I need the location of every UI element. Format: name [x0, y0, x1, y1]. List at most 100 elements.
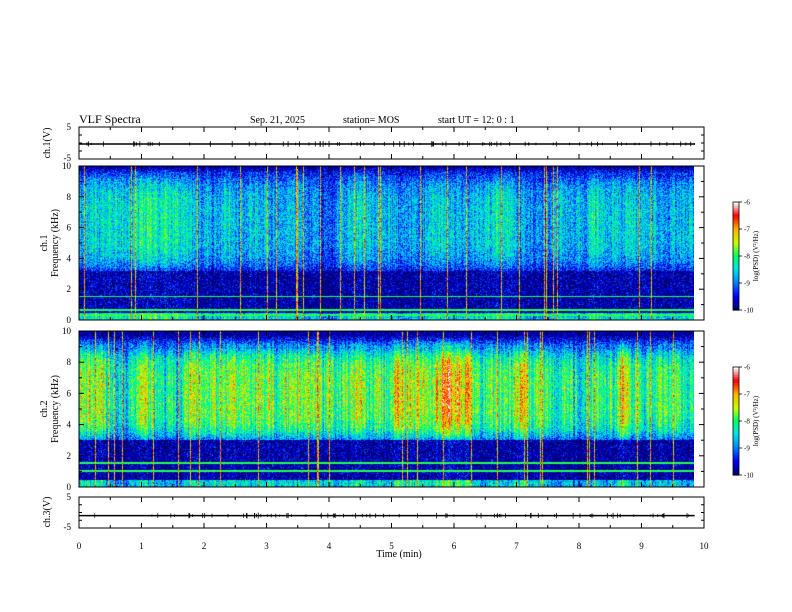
colorbar-swatch	[733, 244, 739, 247]
colorbar-tick-label: -10	[744, 307, 754, 315]
colorbar-swatch	[733, 210, 739, 213]
colorbar-swatch	[733, 401, 739, 404]
colorbar-swatch	[733, 230, 739, 233]
colorbar-swatch	[733, 222, 739, 225]
colorbar-tick-label: -8	[744, 418, 750, 426]
ch1-colorbar: -6 -7 -8 -9 -10 log(PSD) (V²/Hz)	[732, 199, 760, 315]
colorbar-swatch	[733, 216, 739, 219]
colorbar-swatch	[733, 377, 739, 380]
colorbar-swatch	[733, 397, 739, 400]
ch1-spectrogram-yticks: 0 2 4 6 8 10	[62, 161, 704, 325]
colorbar-swatch	[733, 409, 739, 412]
start-time-label: start UT = 12: 0 : 1	[438, 115, 515, 126]
colorbar-tick-label: -7	[744, 226, 750, 234]
colorbar-swatch	[733, 399, 739, 402]
colorbar-swatch	[733, 278, 739, 281]
ch2-spectrogram-ylabel-channel: ch.2	[39, 401, 50, 418]
colorbar-swatch	[733, 286, 739, 289]
colorbar-swatch	[733, 234, 739, 237]
colorbar-swatch	[733, 439, 739, 442]
colorbar-swatch	[733, 429, 739, 432]
ch2-spectrogram-image	[79, 331, 694, 487]
ch1-spectrogram-image	[79, 166, 694, 320]
colorbar-swatch	[733, 407, 739, 410]
colorbar-swatch	[733, 369, 739, 372]
ch1-ytick-top: 5	[67, 122, 72, 132]
y-tick-label: 10	[62, 161, 72, 171]
y-tick-label: 6	[67, 223, 72, 233]
y-tick-label: 10	[62, 326, 72, 336]
colorbar-swatch	[733, 206, 739, 209]
colorbar-swatch	[733, 224, 739, 227]
colorbar-swatch	[733, 373, 739, 376]
colorbar-swatch	[733, 453, 739, 456]
colorbar-swatch	[733, 276, 739, 279]
colorbar-swatch	[733, 202, 739, 205]
colorbar-swatch	[733, 280, 739, 283]
colorbar-swatch	[733, 212, 739, 215]
colorbar-swatch	[733, 471, 739, 474]
colorbar-swatch	[733, 296, 739, 299]
ch2-spectrogram-panel: 0 2 4 6 8 10 ch.2 Frequency (kHz) -6 -7 -8 -9 -10…	[39, 326, 760, 492]
colorbar-swatch	[733, 240, 739, 243]
time-axis-ticks	[78, 127, 705, 528]
colorbar-swatch	[733, 433, 739, 436]
y-tick-label: 0	[67, 315, 72, 325]
x-tick-label: 3	[264, 541, 269, 551]
colorbar-tick-label: -9	[744, 445, 750, 453]
colorbar-swatch	[733, 417, 739, 420]
ch1-voltage-panel: 5 -5 ch.1(V)	[42, 122, 705, 163]
ch3-ytick-top: 5	[67, 492, 72, 502]
ch1-ytick-bottom: -5	[64, 153, 72, 163]
colorbar-swatch	[733, 266, 739, 269]
colorbar-tick-label: -10	[744, 472, 754, 480]
colorbar-swatch	[733, 256, 739, 259]
colorbar-swatch	[733, 290, 739, 293]
time-axis-tick-labels: 0 1 2 3 4 5 6 7 8 9 10	[77, 541, 709, 551]
colorbar-swatch	[733, 264, 739, 267]
x-tick-label: 10	[700, 541, 710, 551]
colorbar-swatch	[733, 423, 739, 426]
colorbar-swatch	[733, 447, 739, 450]
colorbar-tick-label: -7	[744, 391, 750, 399]
colorbar-swatch	[733, 252, 739, 255]
colorbar-swatch	[733, 270, 739, 273]
colorbar-swatch	[733, 473, 739, 476]
x-tick-label: 7	[514, 541, 519, 551]
colorbar-tick-label: -6	[744, 364, 750, 372]
ch3-voltage-frame	[78, 496, 705, 529]
colorbar-swatch	[733, 208, 739, 211]
colorbar-swatch	[733, 260, 739, 263]
colorbar-swatch	[733, 419, 739, 422]
colorbar-swatch	[733, 379, 739, 382]
colorbar-swatch	[733, 427, 739, 430]
colorbar-swatch	[733, 306, 739, 309]
colorbar-swatch	[733, 288, 739, 291]
colorbar-swatch	[733, 435, 739, 438]
colorbar-swatch	[733, 367, 739, 370]
colorbar-swatch	[733, 467, 739, 470]
date-label: Sep. 21, 2025	[250, 115, 305, 126]
colorbar-swatch	[733, 391, 739, 394]
colorbar-swatch	[733, 218, 739, 221]
colorbar-swatch	[733, 214, 739, 217]
x-tick-label: 9	[639, 541, 644, 551]
colorbar-swatch	[733, 250, 739, 253]
y-tick-label: 2	[67, 451, 72, 461]
ch1-spectrogram-ylabel-channel: ch.1	[39, 235, 50, 252]
colorbar-swatch	[733, 395, 739, 398]
colorbar-swatch	[733, 383, 739, 386]
colorbar-tick-label: -6	[744, 199, 750, 207]
colorbar-label: log(PSD) (V²/Hz)	[752, 230, 760, 281]
colorbar-swatch	[733, 268, 739, 271]
ch1-voltage-spikes	[79, 134, 704, 152]
colorbar-swatch	[733, 421, 739, 424]
ch3-ytick-bottom: -5	[64, 522, 72, 532]
colorbar-swatch	[733, 220, 739, 223]
colorbar-swatch	[733, 248, 739, 251]
colorbar-swatch	[733, 431, 739, 434]
colorbar-swatch	[733, 371, 739, 374]
colorbar-tick-label: -9	[744, 280, 750, 288]
y-tick-label: 4	[67, 420, 72, 430]
